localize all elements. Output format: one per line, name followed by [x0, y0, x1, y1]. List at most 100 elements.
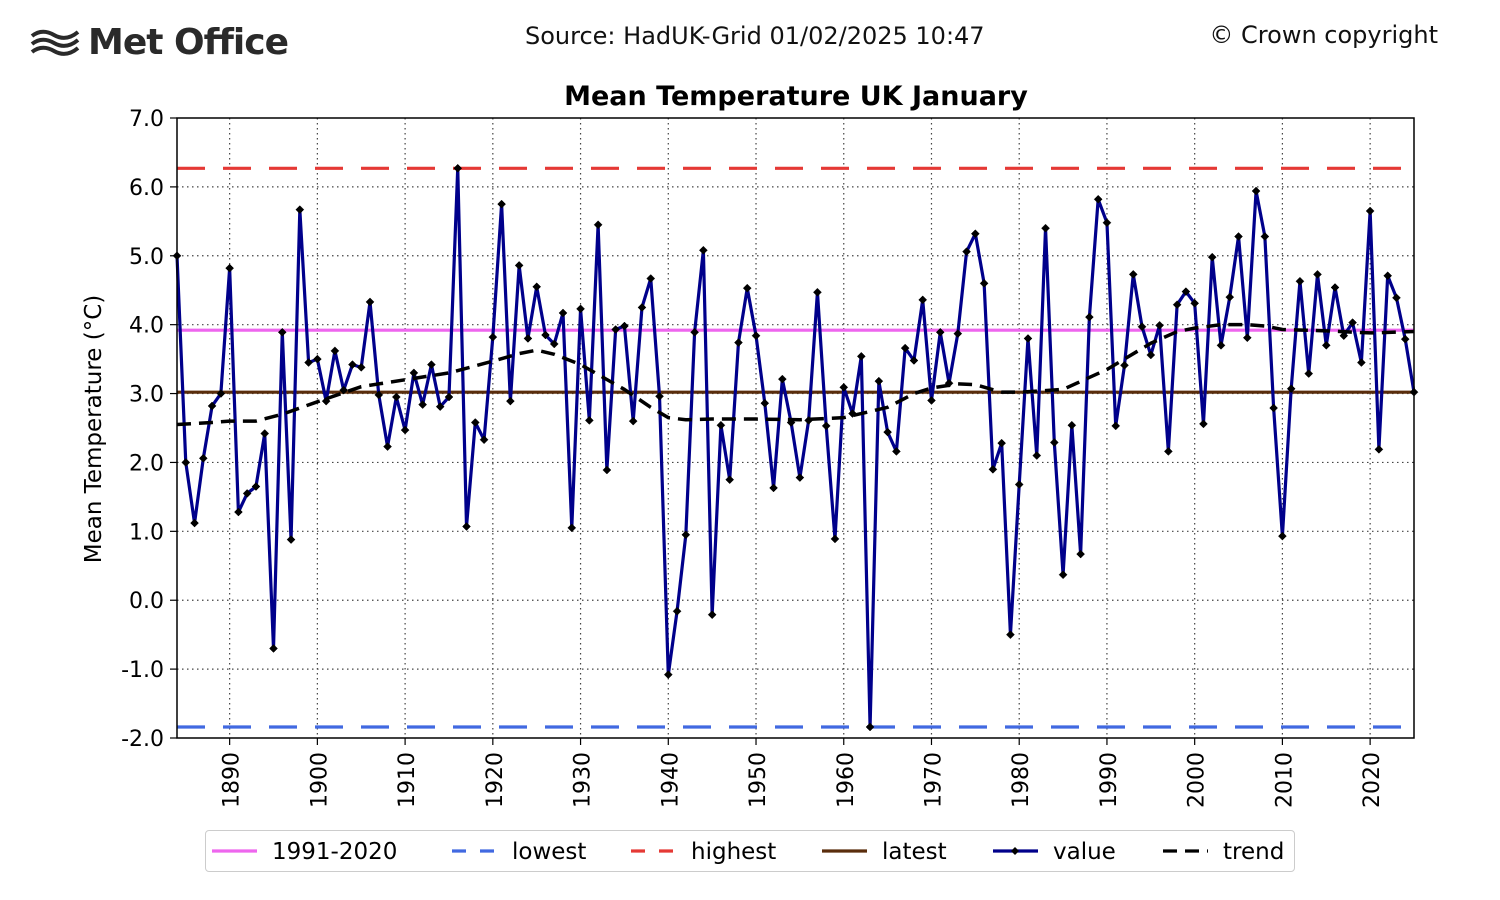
value-point [628, 416, 638, 426]
value-point [1146, 350, 1156, 360]
x-tick-label: 1900 [307, 752, 332, 808]
series [172, 163, 1419, 732]
value-point [1400, 334, 1410, 344]
value-point [567, 523, 577, 533]
value-point [883, 427, 892, 437]
x-tick-label: 1910 [395, 752, 420, 808]
value-point [777, 374, 787, 384]
value-point [1049, 438, 1059, 447]
legend-label-latest: latest [882, 839, 947, 865]
value-point [1076, 549, 1085, 559]
copyright-text: © Crown copyright [1209, 21, 1438, 49]
y-tick-label: 1.0 [129, 520, 164, 545]
value-point [1339, 331, 1349, 341]
value-series-line [175, 166, 1416, 729]
met-office-waves-icon [30, 29, 80, 56]
value-point [584, 416, 594, 425]
value-point [1190, 298, 1200, 308]
value-point [514, 261, 524, 270]
value-point [234, 507, 243, 517]
y-tick-label: -1.0 [121, 658, 164, 683]
value-point [1348, 318, 1357, 327]
value-point [874, 376, 884, 386]
grid [177, 118, 1414, 738]
value-point [760, 398, 770, 408]
value-point [716, 420, 726, 430]
value-point [1006, 630, 1015, 640]
value-point [1234, 232, 1243, 241]
value-point [1199, 419, 1208, 429]
value-point [207, 401, 217, 411]
value-point [646, 274, 656, 283]
x-tick-label: 1950 [746, 752, 771, 808]
value-point [225, 263, 234, 273]
value-point [523, 334, 533, 343]
value-point [690, 327, 699, 337]
value-point [1032, 451, 1042, 460]
x-tick-label: 1940 [658, 752, 683, 808]
y-axis-label: Mean Temperature (°C) [81, 295, 107, 564]
value-point [707, 610, 717, 620]
value-point [260, 429, 270, 438]
value-point [839, 383, 849, 392]
value-point [269, 644, 278, 653]
value-point [1172, 300, 1182, 310]
value-point [444, 392, 454, 402]
value-point [611, 325, 621, 334]
value-point [988, 464, 998, 474]
x-tick-label: 1930 [571, 752, 596, 808]
x-tick-label: 2020 [1360, 752, 1385, 808]
legend-label-highest: highest [691, 839, 776, 865]
x-tick-label: 2000 [1185, 752, 1210, 808]
value-point [251, 482, 261, 491]
x-tick-label: 1920 [483, 752, 508, 808]
y-tick-label: -2.0 [121, 727, 164, 752]
value-point [1181, 287, 1191, 296]
plot-frame [176, 117, 1415, 739]
value-point [1242, 333, 1252, 343]
value-point [576, 304, 585, 314]
value-point [558, 308, 568, 318]
value-point [1286, 384, 1296, 394]
value-point [734, 338, 743, 347]
value-point [295, 205, 305, 214]
value-point [418, 400, 427, 409]
value-point [725, 475, 735, 485]
y-tick-label: 5.0 [129, 245, 164, 270]
value-point [488, 332, 498, 342]
value-point [637, 303, 647, 312]
y-tick-label: 0.0 [129, 589, 164, 614]
value-point [549, 339, 559, 349]
value-point [409, 368, 419, 378]
value-point [1014, 480, 1024, 489]
value-point [892, 447, 901, 456]
legend-label-value: value [1053, 839, 1116, 865]
value-point [383, 442, 392, 451]
value-point [541, 330, 550, 340]
value-point [216, 389, 226, 398]
value-point [1357, 358, 1366, 367]
value-point [391, 392, 401, 402]
value-point [935, 327, 945, 337]
value-point [453, 163, 463, 173]
value-point [1102, 218, 1112, 228]
x-tick-label: 2010 [1272, 752, 1297, 808]
value-point [1278, 531, 1287, 541]
value-point [856, 352, 866, 361]
value-point [900, 343, 910, 353]
x-tick-label: 1960 [834, 752, 859, 808]
legend-label-1991-2020: 1991-2020 [272, 839, 397, 865]
value-point [1392, 293, 1401, 303]
value-point [1137, 322, 1147, 332]
value-point [602, 465, 612, 475]
value-point [927, 396, 936, 405]
value-point [277, 327, 287, 337]
value-point [506, 396, 515, 406]
value-point [1330, 283, 1340, 292]
y-tick-label: 4.0 [129, 314, 164, 339]
value-point [313, 354, 322, 364]
x-tick-label: 1990 [1097, 752, 1122, 808]
value-point [181, 458, 191, 467]
value-point [830, 534, 840, 544]
